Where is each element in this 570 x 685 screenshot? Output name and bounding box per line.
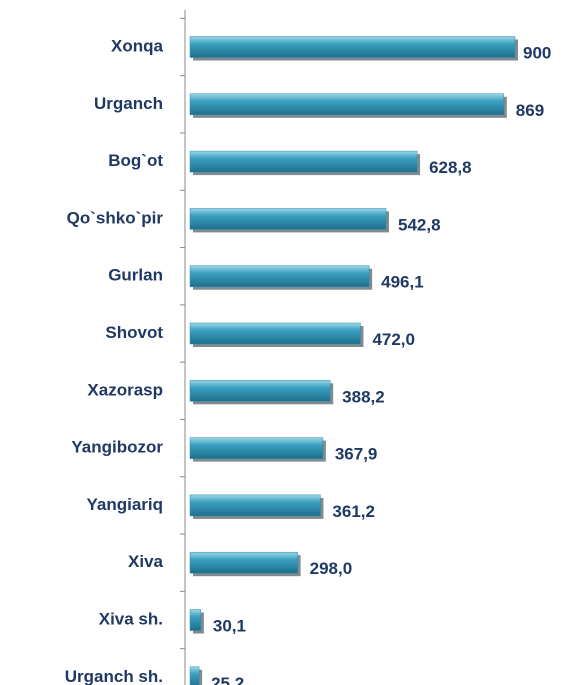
category-label: Xiva sh. — [99, 609, 163, 628]
value-label: 25,2 — [211, 674, 244, 685]
value-label: 542,8 — [398, 215, 441, 234]
bar — [189, 322, 361, 345]
value-label: 298,0 — [310, 559, 353, 578]
category-label: Shovot — [105, 323, 163, 342]
bar — [189, 551, 298, 574]
value-label: 628,8 — [429, 158, 472, 177]
category-label: Gurlan — [108, 266, 163, 285]
value-label: 30,1 — [213, 616, 246, 635]
value-label: 361,2 — [332, 502, 375, 521]
category-label: Qo`shko`pir — [67, 208, 164, 227]
value-label: 496,1 — [381, 273, 424, 292]
bar — [189, 150, 418, 173]
bar — [189, 494, 321, 517]
value-label: 388,2 — [342, 387, 385, 406]
bar — [189, 437, 324, 459]
category-label: Urganch — [94, 94, 163, 113]
bar — [189, 265, 370, 287]
bar — [189, 93, 505, 116]
category-label: Bog`ot — [108, 151, 163, 170]
bar — [189, 609, 202, 631]
bar — [189, 208, 387, 230]
value-label: 472,0 — [372, 330, 415, 349]
bar — [189, 666, 200, 685]
bar — [189, 36, 516, 58]
category-label: Xazorasp — [87, 380, 163, 399]
value-label: 367,9 — [335, 445, 378, 464]
category-label: Urganch sh. — [65, 667, 163, 685]
category-label: Yangiariq — [86, 495, 163, 514]
category-label: Xonqa — [111, 36, 163, 55]
category-label: Xiva — [128, 552, 164, 571]
value-label: 900 — [523, 43, 551, 62]
bar — [189, 380, 331, 402]
category-label: Yangibozor — [71, 438, 163, 457]
value-label: 869 — [516, 101, 544, 120]
